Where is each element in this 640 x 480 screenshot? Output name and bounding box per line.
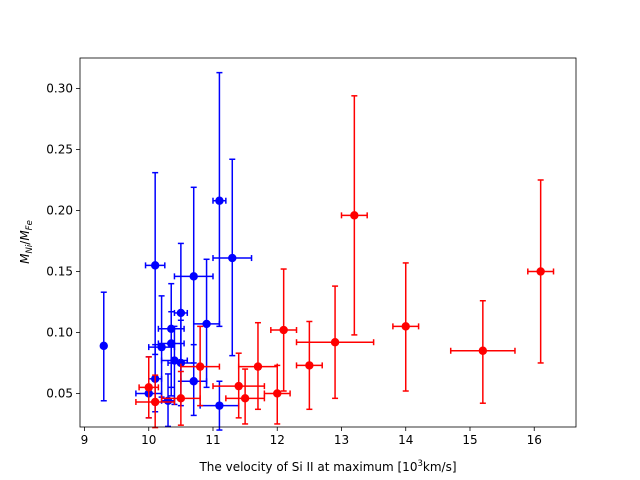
marker: [189, 377, 198, 386]
data-point-0-0: [99, 291, 108, 402]
marker: [279, 325, 288, 335]
y-tick-label-4: 0.25: [46, 142, 73, 156]
data-point-0-16: [212, 158, 253, 357]
data-point-1-0: [138, 356, 160, 419]
data-point-1-11: [340, 95, 368, 336]
data-point-0-14: [212, 71, 227, 328]
x-tick-label-2: 11: [205, 433, 220, 447]
marker: [273, 389, 282, 398]
data-point-1-12: [392, 262, 420, 392]
marker: [305, 361, 314, 370]
y-axis-label: MNi/MFe: [18, 220, 35, 264]
marker: [144, 383, 153, 392]
marker: [536, 267, 545, 276]
marker: [330, 338, 340, 347]
data-point-1-7: [263, 364, 291, 425]
x-tick-label-0: 9: [81, 433, 89, 447]
marker: [195, 362, 205, 371]
y-tick-label-5: 0.30: [46, 81, 73, 95]
marker: [157, 342, 166, 352]
y-tick-label-3: 0.20: [46, 203, 73, 217]
marker: [202, 319, 211, 329]
x-axis: 9 10 11 12 13 14 15 16: [81, 427, 542, 447]
series-1: [135, 95, 555, 429]
marker: [176, 394, 186, 403]
marker: [215, 196, 224, 205]
plot-marks: [99, 71, 555, 431]
y-tick-label-1: 0.10: [46, 325, 73, 339]
marker: [176, 308, 186, 318]
y-tick-label-0: 0.05: [46, 386, 73, 400]
x-tick-label-3: 12: [270, 433, 285, 447]
data-point-1-13: [449, 299, 516, 404]
data-point-1-8: [270, 268, 298, 392]
marker: [99, 341, 108, 351]
y-axis: 0.05 0.10 0.15 0.20 0.25 0.30: [46, 81, 80, 400]
data-point-1-1: [135, 374, 176, 429]
data-point-1-3: [180, 325, 221, 407]
marker: [234, 381, 243, 391]
marker: [478, 346, 488, 355]
data-point-1-14: [527, 179, 555, 364]
x-tick-label-7: 16: [527, 433, 542, 447]
plot-frame: [79, 57, 577, 428]
x-tick-label-4: 13: [334, 433, 349, 447]
marker: [150, 261, 160, 270]
marker: [228, 253, 237, 263]
x-tick-label-1: 10: [141, 433, 156, 447]
marker: [350, 211, 359, 220]
x-tick-label-5: 14: [398, 433, 413, 447]
y-tick-label-2: 0.15: [46, 264, 73, 278]
marker: [150, 397, 160, 407]
marker: [240, 394, 250, 403]
marker: [215, 401, 224, 410]
marker: [189, 272, 198, 281]
data-point-1-9: [295, 320, 323, 411]
x-tick-label-6: 15: [462, 433, 477, 447]
marker: [167, 339, 176, 348]
data-point-1-10: [295, 285, 375, 400]
marker: [253, 362, 263, 371]
marker: [176, 358, 186, 368]
data-point-0-7: [157, 310, 185, 397]
data-point-0-11: [173, 186, 214, 364]
data-point-0-15: [199, 380, 240, 431]
x-axis-label: The velocity of Si II at maximum [103km/…: [198, 459, 456, 474]
data-point-1-6: [237, 321, 278, 411]
marker: [401, 322, 410, 331]
